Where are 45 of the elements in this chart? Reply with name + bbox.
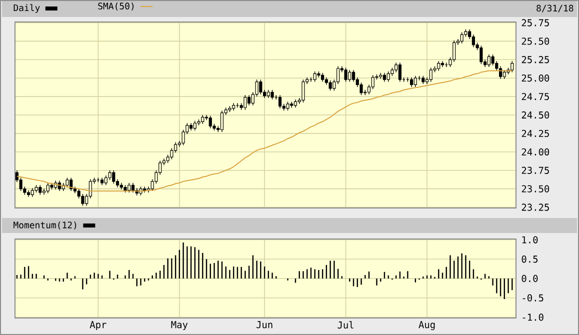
legend-label: Momentum(12) bbox=[14, 221, 76, 230]
candlestick bbox=[480, 45, 483, 64]
x-tick-label: Aug bbox=[418, 321, 435, 330]
candlestick bbox=[371, 74, 374, 90]
y-tick-label: 23.75 bbox=[522, 166, 549, 174]
legend-label: Daily bbox=[14, 4, 40, 13]
y-tick-label: -0.5 bbox=[522, 294, 544, 302]
candlestick bbox=[452, 40, 456, 62]
x-tick-label: Apr bbox=[90, 321, 106, 330]
y-tick-label: 24.50 bbox=[522, 111, 550, 119]
x-tick-label: May bbox=[171, 321, 188, 330]
candlestick bbox=[398, 62, 402, 82]
text: 8/31/18 bbox=[536, 4, 574, 12]
candlestick bbox=[182, 129, 185, 146]
candlestick bbox=[344, 67, 348, 82]
y-tick-label: 24.75 bbox=[522, 92, 549, 100]
y-tick-label: 23.50 bbox=[522, 185, 550, 192]
candlestick bbox=[352, 70, 356, 82]
candlestick bbox=[208, 115, 212, 129]
candlestick bbox=[360, 82, 363, 96]
y-tick-label: 25.00 bbox=[522, 74, 550, 82]
x-tick-label: Jun bbox=[256, 321, 272, 328]
candlestick bbox=[278, 94, 282, 109]
legend-label: SMA(50) bbox=[98, 2, 134, 10]
y-tick-label: 1.0 bbox=[522, 236, 538, 244]
candlestick bbox=[487, 54, 490, 68]
y-tick-label: -1.0 bbox=[522, 314, 544, 321]
y-tick-label: 0.0 bbox=[522, 274, 538, 282]
candlestick bbox=[112, 170, 116, 184]
candlestick bbox=[244, 94, 247, 110]
x-tick-label: Jul bbox=[338, 321, 354, 329]
y-tick-label: 25.50 bbox=[522, 38, 550, 45]
candlestick bbox=[348, 70, 352, 82]
y-tick-label: 25.75 bbox=[522, 19, 549, 26]
y-tick-label: 25.25 bbox=[522, 56, 549, 64]
candlestick bbox=[472, 34, 475, 48]
y-tick-label: 24.25 bbox=[522, 130, 549, 138]
candlestick bbox=[220, 110, 224, 132]
y-tick-label: 24.00 bbox=[522, 148, 550, 156]
candlestick bbox=[81, 194, 84, 206]
candlestick bbox=[429, 67, 432, 82]
candlestick bbox=[259, 79, 262, 95]
candlestick bbox=[302, 79, 305, 103]
y-tick-label: 23.25 bbox=[522, 204, 549, 211]
y-tick-label: 0.5 bbox=[522, 256, 538, 263]
